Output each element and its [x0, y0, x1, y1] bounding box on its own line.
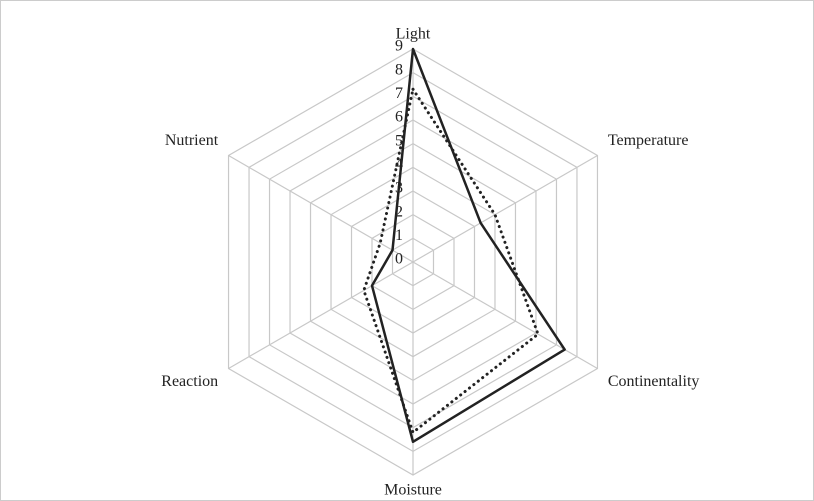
r-tick-label: 6	[395, 109, 403, 126]
series-line	[370, 47, 566, 444]
category-label: Moisture	[384, 482, 442, 499]
category-label: Temperature	[608, 132, 689, 149]
r-tick-label: 0	[395, 251, 403, 268]
r-tick-label: 7	[395, 85, 403, 102]
r-tick-label: 1	[395, 227, 403, 244]
r-tick-label: 8	[395, 61, 403, 78]
spoke	[228, 261, 414, 370]
category-label: Nutrient	[165, 132, 219, 149]
r-tick-label: 5	[395, 132, 403, 149]
r-tick-label: 9	[395, 38, 403, 55]
spoke	[412, 261, 598, 370]
series-line	[362, 87, 540, 434]
category-label: Continentality	[608, 373, 700, 390]
spoke	[412, 154, 598, 263]
spoke	[228, 154, 414, 263]
category-label: Light	[396, 26, 431, 43]
category-label: Reaction	[161, 373, 218, 390]
r-tick-label: 2	[395, 203, 403, 220]
r-tick-label: 4	[395, 156, 403, 173]
